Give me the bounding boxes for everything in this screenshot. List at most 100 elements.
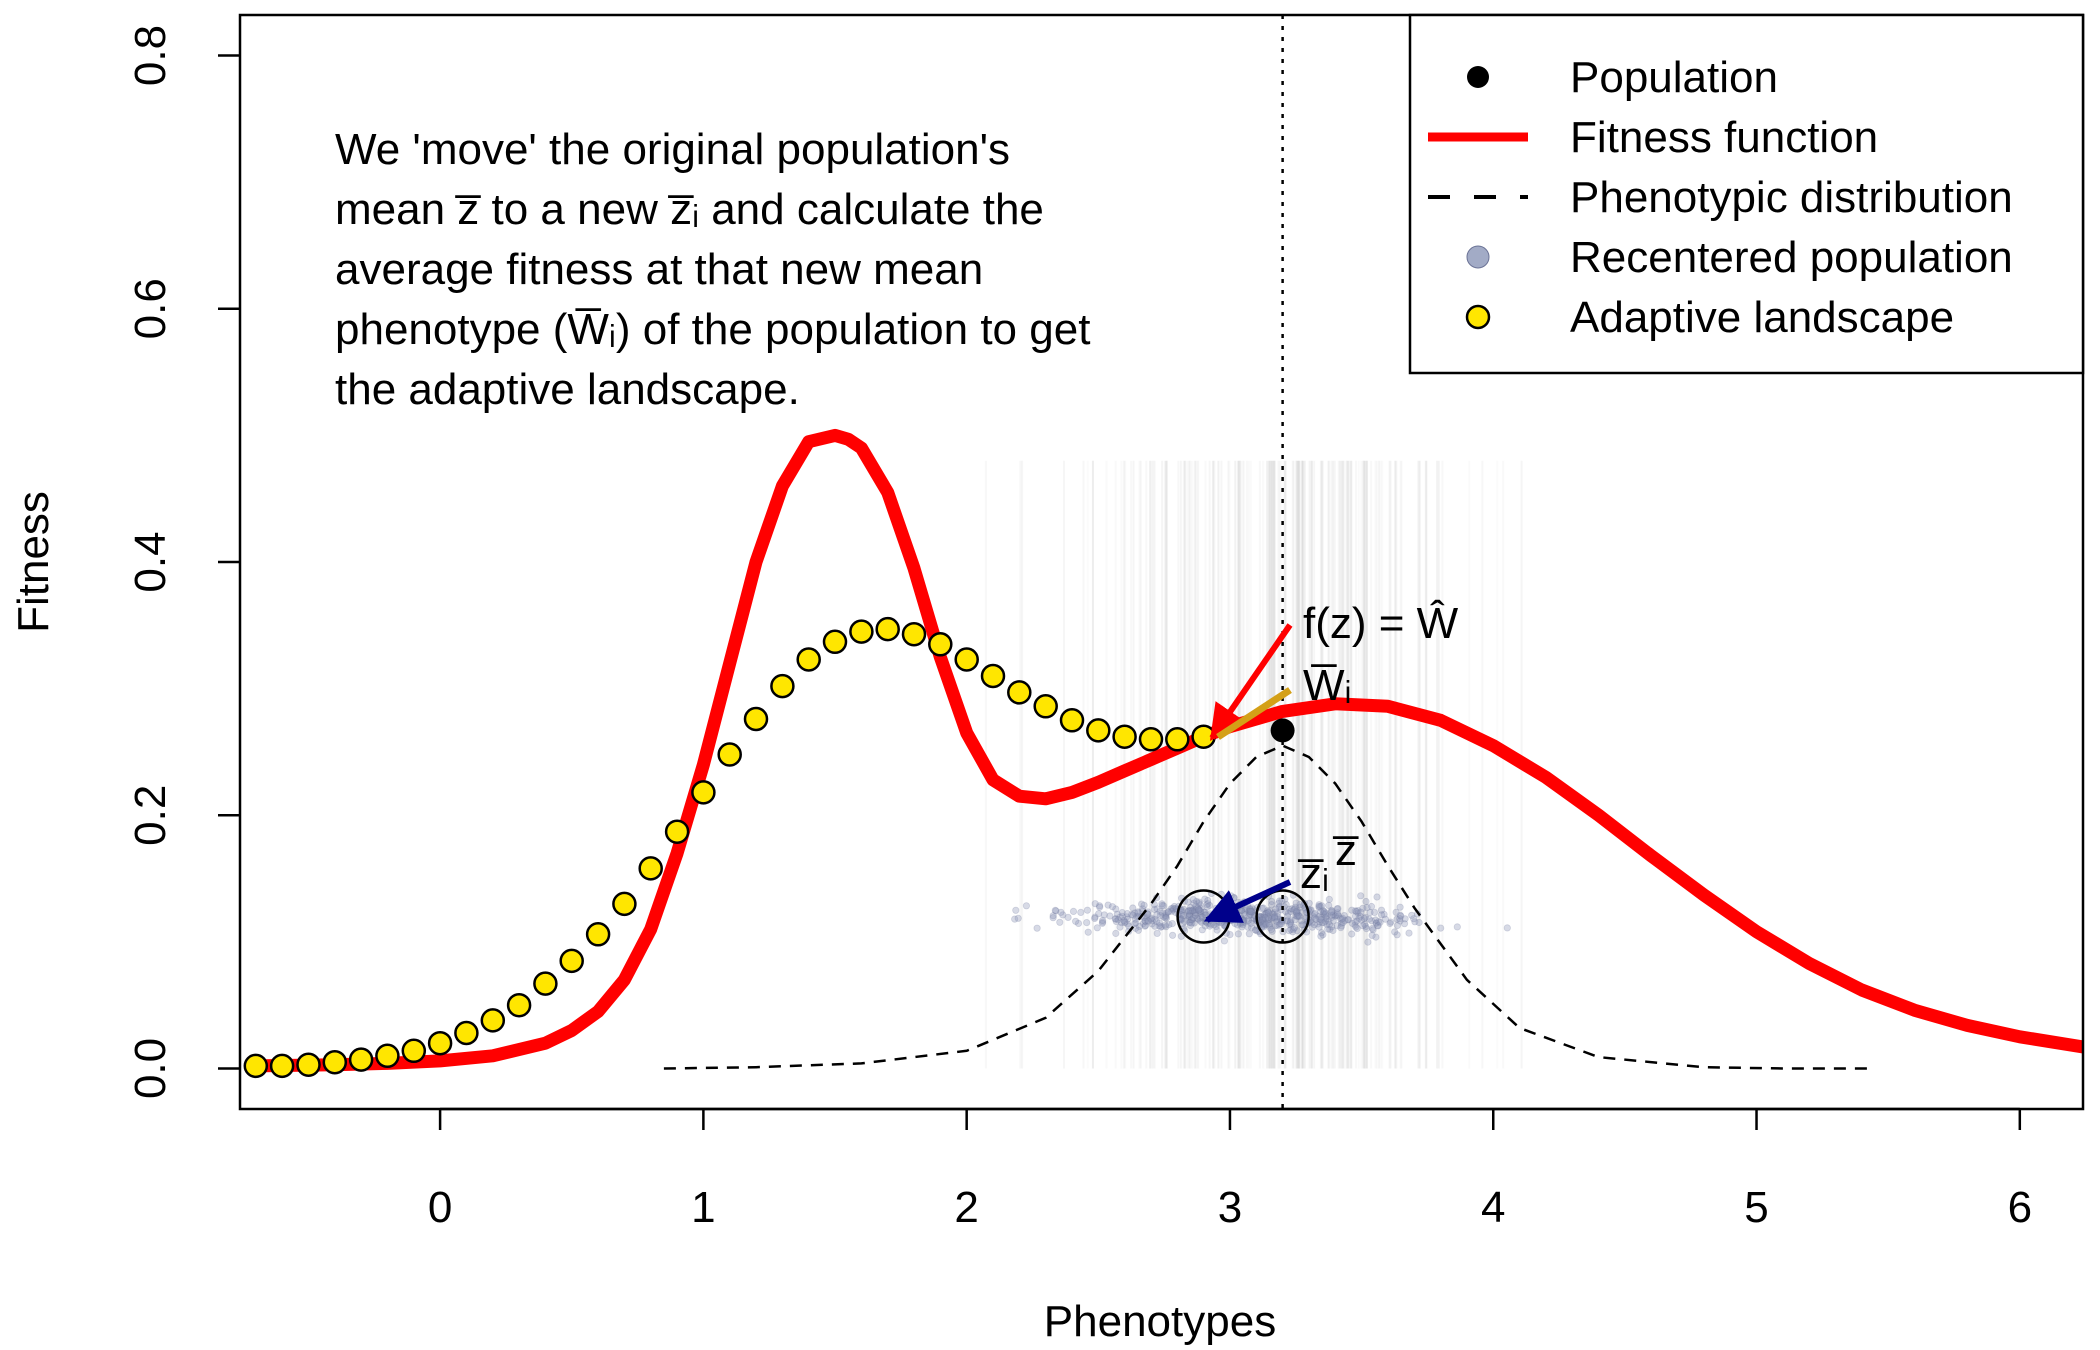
recentered-point [1246,910,1254,919]
recentered-point [1259,919,1267,928]
recentered-point [1116,913,1124,921]
recentered-point [1246,905,1254,914]
recentered-point [1187,907,1196,915]
recentered-point [1337,923,1345,932]
recentered-point [1077,908,1085,917]
recentered-point [1323,912,1331,920]
recentered-point [1141,921,1150,930]
landscape-point [480,1008,506,1033]
recentered-point [1251,926,1259,934]
recentered-point [1263,909,1271,918]
recentered-point [1411,918,1419,926]
original-mean-circle [1255,889,1310,944]
recentered-point [1196,901,1205,909]
recentered-point [1084,928,1092,936]
recentered-point [1246,907,1254,915]
landscape-point [269,1053,295,1079]
recentered-point [1291,916,1299,924]
recentered-point [1351,918,1360,926]
recentered-point [1327,913,1336,922]
recentered-point [1264,916,1272,924]
recentered-point [1159,913,1168,921]
recentered-point [1380,910,1388,919]
recentered-point [1321,917,1330,925]
recentered-point [1191,911,1199,920]
recentered-point [1283,916,1292,925]
recentered-point [1397,912,1405,920]
recentered-point [1188,915,1197,924]
x-tick-label: 1 [691,1183,715,1232]
recentered-point [1248,908,1256,916]
recentered-point [1164,908,1173,916]
recentered-point [1327,906,1336,915]
recentered-point [1316,902,1324,911]
recentered-point [1121,918,1129,926]
recentered-point [1186,907,1195,915]
distribution-curve [663,744,1875,1070]
recentered-point [1259,916,1267,924]
recentered-point [1287,925,1295,934]
recentered-point [1194,904,1202,912]
recentered-point [1282,907,1290,916]
recentered-point [1187,915,1196,924]
recentered-point [1196,907,1204,916]
recentered-point [1116,923,1124,931]
recentered-point [1189,895,1197,904]
recentered-point [1083,918,1091,927]
annotation-line: mean z̅ to a new z̅ᵢ and calculate the [335,185,1044,234]
recentered-point [1153,905,1161,913]
recentered-point [1184,912,1193,920]
recentered-point [1259,904,1267,912]
recentered-point [1291,903,1300,911]
recentered-point [1158,922,1166,931]
recentered-point [1106,912,1114,920]
recentered-point [1191,909,1199,917]
recentered-point [1191,906,1199,915]
recentered-point [1309,912,1318,921]
recentered-point [1290,924,1299,932]
recentered-point [1377,906,1386,914]
recentered-point [1264,915,1272,924]
recentered-point [1292,899,1300,907]
recentered-point [1162,912,1170,921]
landscape-point [875,616,900,642]
legend-symbol [1466,245,1490,269]
recentered-point [1325,895,1333,904]
landscape-point [375,1043,400,1069]
recentered-point [1272,905,1280,913]
recentered-point [1293,906,1301,915]
recentered-point [1123,920,1132,928]
recentered-point [1264,908,1272,916]
landscape-point [1112,724,1137,749]
recentered-point [1291,905,1299,913]
recentered-point [1284,912,1292,920]
recentered-point [1286,919,1294,927]
recentered-point [1289,928,1297,936]
recentered-point [1179,911,1187,920]
recentered-point [1286,907,1295,916]
recentered-point [1273,913,1282,921]
recentered-point [1287,916,1295,924]
recentered-point [1260,916,1268,924]
recentered-point [1325,920,1334,929]
recenter-arrow [1203,879,1292,923]
recentered-point [1168,907,1176,915]
recentered-point [1266,907,1274,915]
recentered-point [1096,903,1104,911]
recentered-point [1177,932,1185,940]
recentered-point [1351,912,1360,920]
recentered-point [1275,897,1284,905]
legend-label: Phenotypic distribution [1570,173,2013,222]
recentered-point [1220,937,1229,945]
recentered-point [1318,929,1326,937]
recentered-point [1139,919,1148,928]
legend-box [1408,13,2085,375]
x-tick-label: 3 [1218,1183,1242,1232]
recentered-point [1353,917,1361,925]
recentered-point [1295,912,1303,921]
recentered-point [1141,917,1150,926]
population-point [1270,718,1295,743]
recentered-point [1192,897,1201,906]
landscape-point [664,819,690,844]
recentered-point [1275,899,1283,908]
